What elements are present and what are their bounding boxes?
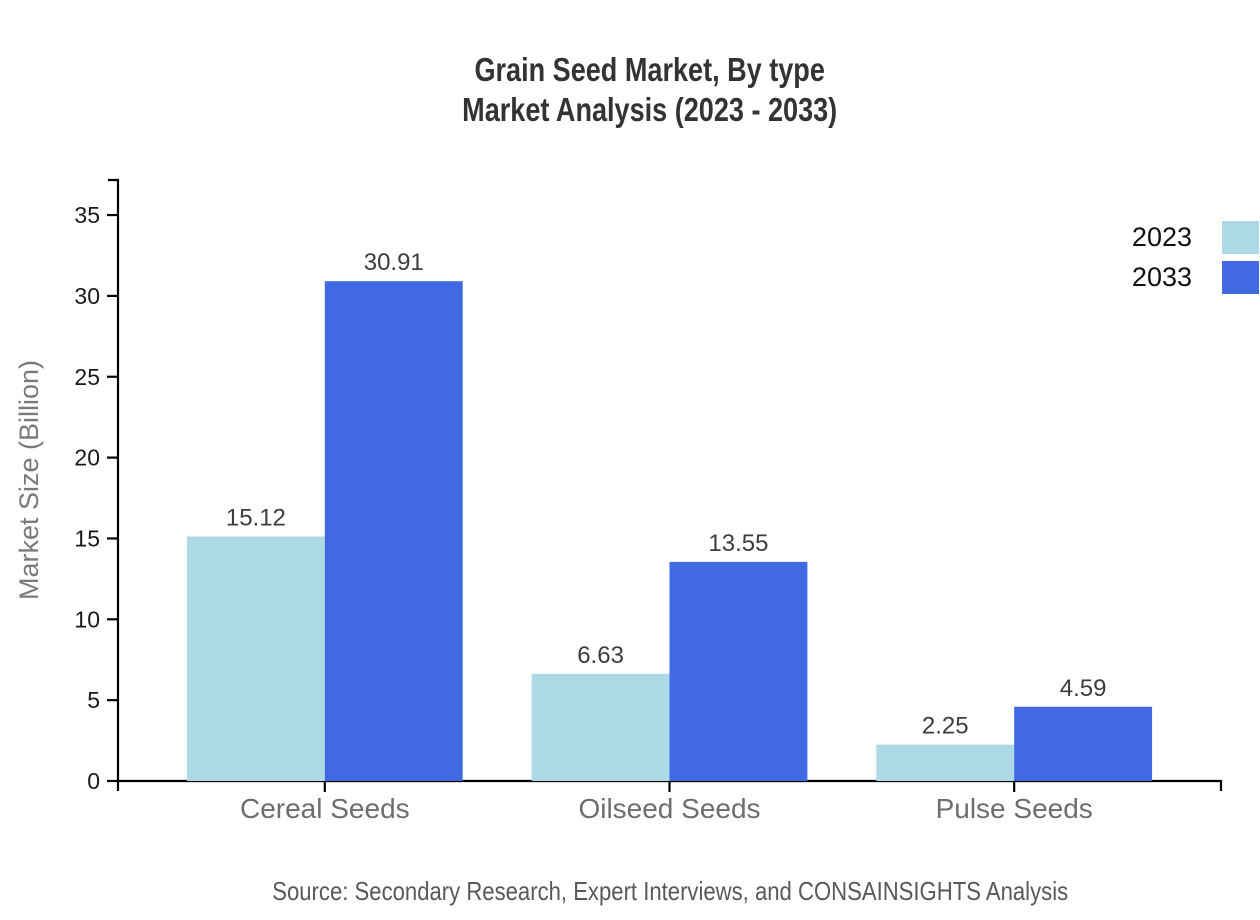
value-label: 2.25 [922,713,969,740]
y-tick-label: 0 [87,768,100,794]
y-tick-label: 35 [74,202,100,228]
legend-item: 2023 [1130,221,1259,254]
y-axis-line [108,178,120,791]
legend-swatch [1222,261,1259,294]
value-label: 4.59 [1060,675,1107,702]
chart-title-row1: Grain Seed Market, By type [20,50,1260,90]
y-tick-label: 25 [74,364,100,390]
y-tick-label: 10 [74,606,100,632]
x-axis-line [118,779,1223,791]
chart-title-line2: Market Analysis (2023 - 2033) [462,91,838,128]
category-label: Cereal Seeds [240,793,410,824]
value-label: 6.63 [577,642,624,669]
legend-swatch [1222,221,1259,254]
bar-2023 [186,536,325,781]
legend: 2023 2033 [1130,221,1259,301]
y-tick-label: 20 [74,445,100,471]
y-tick-label: 15 [74,526,100,552]
source-note: Source: Secondary Research, Expert Inter… [40,876,1260,907]
bar-2023 [531,673,670,781]
chart-title-row2: Market Analysis (2023 - 2033) [20,90,1260,130]
value-label: 13.55 [708,530,768,557]
legend-item: 2033 [1130,261,1259,294]
source-note-text: Source: Secondary Research, Expert Inter… [272,876,1068,906]
y-tick-label: 5 [87,687,100,713]
value-label: 30.91 [364,249,424,276]
bar-2023 [876,744,1015,781]
y-axis-title: Market Size (Billion) [14,360,44,600]
category-label: Oilseed Seeds [578,793,760,824]
chart-title: Grain Seed Market, By type Market Analys… [20,50,1260,130]
bar-2033 [324,281,463,781]
chart-title-line1: Grain Seed Market, By type [474,51,826,88]
bar-2033 [669,561,808,781]
value-label: 15.12 [226,505,286,532]
bar-2033 [1014,706,1153,781]
category-label: Pulse Seeds [936,793,1093,824]
legend-label: 2023 [1131,222,1192,252]
y-tick-label: 30 [74,283,100,309]
legend-label: 2033 [1131,262,1192,292]
